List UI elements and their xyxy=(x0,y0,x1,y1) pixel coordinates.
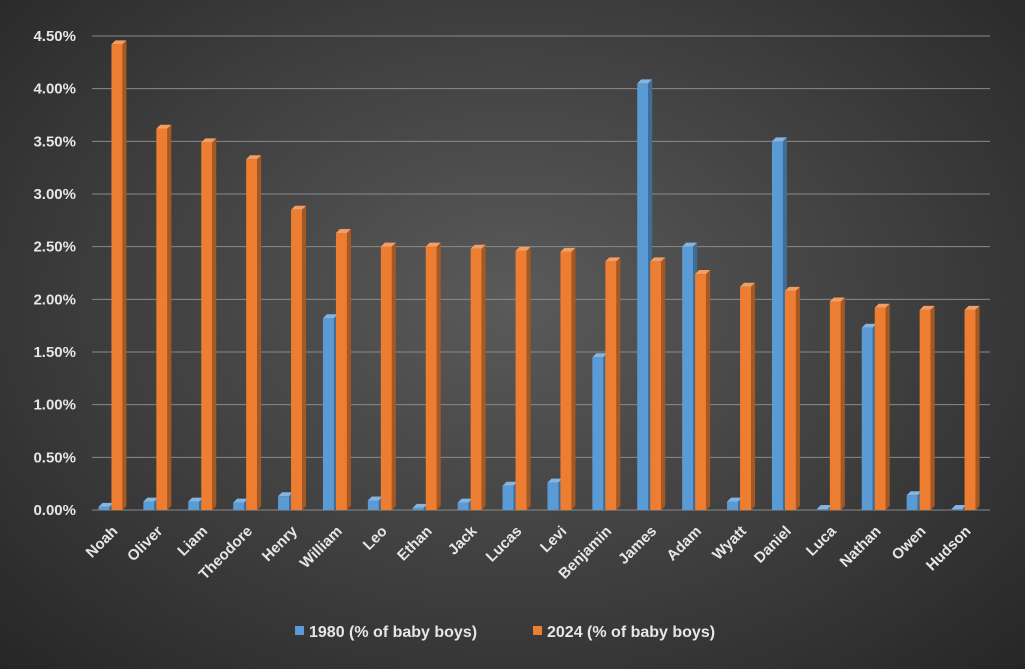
bar-2024-hudson xyxy=(964,305,980,510)
bar-1980-james xyxy=(637,79,653,511)
bar-1980-wyatt xyxy=(727,497,743,510)
y-tick-label: 1.50% xyxy=(33,344,76,361)
x-tick-label: Noah xyxy=(83,523,122,562)
bars xyxy=(98,40,980,511)
bar-1980-daniel xyxy=(771,137,787,511)
x-tick-label: Oliver xyxy=(124,523,166,565)
gridlines xyxy=(92,35,990,511)
legend-label: 1980 (% of baby boys) xyxy=(309,624,477,641)
y-tick-label: 2.50% xyxy=(33,239,76,256)
x-tick-label: Wyatt xyxy=(709,523,750,564)
bar-2024-owen xyxy=(919,305,935,510)
bar-2024-lucas xyxy=(515,246,531,510)
y-tick-label: 4.50% xyxy=(33,28,76,45)
legend-item-1980: 1980 (% of baby boys) xyxy=(295,624,477,641)
y-tick-label: 4.00% xyxy=(33,81,76,98)
x-tick-label: Ethan xyxy=(394,523,435,564)
x-tick-label: Jack xyxy=(445,522,481,558)
bar-1980-william xyxy=(322,314,338,510)
legend-swatch xyxy=(295,626,304,635)
bar-2024-theodore xyxy=(246,155,262,511)
bar-1980-levi xyxy=(547,478,563,510)
x-tick-label: Leo xyxy=(360,523,391,554)
bar-1980-jack xyxy=(457,498,473,510)
bar-1980-ethan xyxy=(412,503,428,510)
bar-2024-noah xyxy=(111,40,127,510)
x-tick-label: Lucas xyxy=(483,523,526,566)
bar-2024-luca xyxy=(829,297,845,510)
x-tick-label: Hudson xyxy=(923,523,974,574)
bar-1980-adam xyxy=(682,242,698,510)
bar-2024-leo xyxy=(380,242,396,510)
y-tick-label: 1.00% xyxy=(33,397,76,414)
y-tick-label: 0.50% xyxy=(33,449,76,466)
bar-1980-nathan xyxy=(861,323,877,510)
bar-1980-luca xyxy=(816,504,832,510)
bar-2024-james xyxy=(650,257,666,510)
bar-2024-daniel xyxy=(784,286,800,510)
bar-2024-benjamin xyxy=(605,257,621,510)
bar-1980-liam xyxy=(188,497,204,510)
bar-2024-oliver xyxy=(156,124,172,511)
y-tick-label: 2.00% xyxy=(33,291,76,308)
bar-2024-jack xyxy=(470,244,486,511)
bar-2024-william xyxy=(335,228,351,510)
bar-2024-nathan xyxy=(874,303,890,510)
x-tick-label: Levi xyxy=(537,523,570,556)
y-tick-label: 3.00% xyxy=(33,186,76,203)
x-tick-label: Luca xyxy=(803,522,840,559)
x-tick-label: James xyxy=(615,523,660,568)
y-tick-label: 0.00% xyxy=(33,502,76,519)
bar-1980-hudson xyxy=(951,504,967,510)
bar-1980-leo xyxy=(367,496,383,510)
bar-2024-levi xyxy=(560,247,576,510)
bar-1980-owen xyxy=(906,491,922,510)
x-tick-label: William xyxy=(297,523,346,572)
bar-2024-wyatt xyxy=(740,282,756,510)
bar-2024-henry xyxy=(291,205,307,511)
y-tick-label: 3.50% xyxy=(33,133,76,150)
x-tick-label: Owen xyxy=(889,523,930,564)
bar-1980-benjamin xyxy=(592,353,608,510)
bar-1980-henry xyxy=(278,492,294,510)
x-tick-label: Daniel xyxy=(751,523,795,567)
bar-1980-lucas xyxy=(502,481,518,510)
bar-1980-noah xyxy=(98,502,114,510)
bar-2024-ethan xyxy=(425,242,441,510)
x-tick-label: Adam xyxy=(663,523,704,564)
legend-label: 2024 (% of baby boys) xyxy=(547,624,715,641)
y-axis-ticks: 0.00% 0.50% 1.00% 1.50% 2.00% 2.50% 3.00% 3.50%… xyxy=(33,28,76,519)
x-tick-label: Liam xyxy=(174,523,211,560)
x-tick-label: Nathan xyxy=(837,523,885,571)
bar-1980-oliver xyxy=(143,497,159,510)
legend-swatch xyxy=(533,626,542,635)
legend: 1980 (% of baby boys) 2024 (% of baby boy… xyxy=(295,624,715,641)
bar-1980-theodore xyxy=(233,498,249,510)
legend-item-2024: 2024 (% of baby boys) xyxy=(533,624,715,641)
bar-2024-adam xyxy=(695,270,711,510)
x-tick-label: Henry xyxy=(259,522,302,565)
bar-2024-liam xyxy=(201,138,217,511)
